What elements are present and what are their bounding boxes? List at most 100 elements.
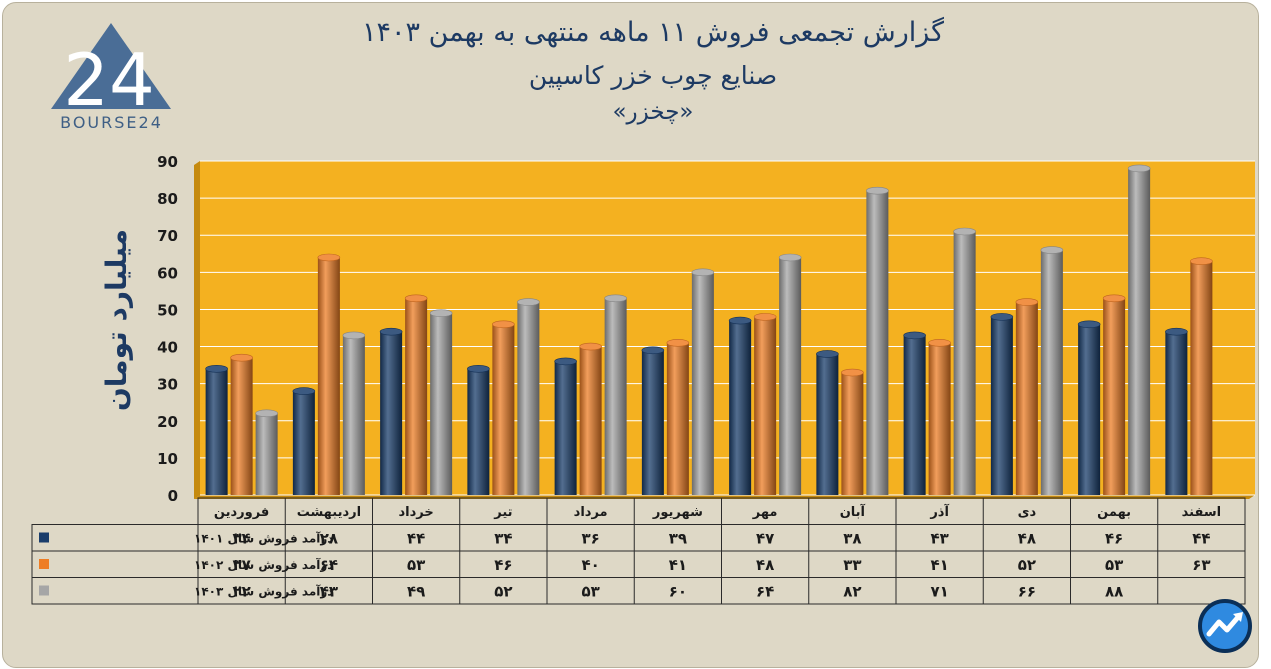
data-label: ۴۳: [320, 583, 338, 601]
data-label: ۶۰: [669, 583, 687, 601]
bar-cap: [728, 316, 752, 325]
bar: [604, 298, 627, 495]
bar-cap: [1015, 298, 1039, 306]
bar: [990, 316, 1013, 495]
bar-cap: [342, 331, 366, 340]
bar: [729, 320, 752, 495]
y-tick-label: 10: [157, 450, 178, 468]
bar: [467, 368, 490, 495]
x-tick-label: اردیبهشت: [297, 505, 361, 520]
logo-text: BOURSE24: [60, 113, 163, 132]
y-tick-label: 0: [168, 487, 178, 505]
x-tick-label: اسفند: [1182, 505, 1221, 520]
bar-cap: [429, 309, 453, 317]
bar-cap: [753, 313, 777, 321]
bar-cap: [517, 298, 540, 306]
bar: [430, 313, 453, 495]
x-tick-label: مرداد: [574, 505, 608, 520]
data-label: ۴۴: [407, 530, 425, 548]
data-label: ۳۴: [494, 530, 512, 548]
bar-cap: [1165, 327, 1188, 336]
data-label: ۳۹: [669, 530, 687, 548]
bar: [928, 342, 951, 495]
bar: [292, 391, 315, 495]
data-label: ۴۱: [669, 556, 687, 574]
data-label: ۳۴: [232, 530, 250, 548]
data-label: ۴۴: [1192, 530, 1210, 548]
bar-cap: [816, 350, 839, 358]
legend-entry: درآمد فروش سال ۱۴۰۳: [194, 584, 333, 600]
plot-side-wall: [194, 161, 200, 499]
bar-cap: [255, 409, 278, 418]
bar: [1190, 261, 1213, 495]
y-tick-label: 40: [157, 339, 178, 357]
bar: [666, 342, 689, 495]
bar-cap: [641, 346, 665, 355]
data-label: ۴۱: [930, 556, 948, 574]
bar-cap: [866, 186, 889, 195]
legend-entry: درآمد فروش سال ۱۴۰۱: [194, 531, 333, 547]
bar: [492, 324, 515, 495]
bar: [1165, 331, 1188, 495]
x-tick-label: شهریور: [652, 505, 703, 520]
bar: [579, 346, 602, 495]
bar: [517, 302, 540, 495]
y-tick-label: 80: [157, 190, 178, 208]
bar: [380, 331, 403, 495]
data-label: ۶۳: [1192, 556, 1210, 574]
bar: [779, 257, 802, 495]
x-tick-label: مهر: [752, 505, 778, 520]
y-tick-label: 90: [157, 153, 178, 171]
bar-cap: [379, 327, 403, 336]
data-label: ۴۳: [930, 530, 948, 548]
data-label: ۵۳: [1105, 556, 1123, 574]
chart-ticker: «چخزر»: [612, 99, 694, 125]
bar: [1015, 302, 1038, 495]
bar-cap: [292, 387, 316, 395]
data-label: ۷۱: [930, 583, 948, 601]
bar: [405, 298, 428, 495]
x-tick-label: تیر: [493, 505, 512, 520]
bar-cap: [953, 227, 976, 236]
bar: [554, 361, 577, 495]
legend-swatch: [39, 585, 49, 596]
bar: [1078, 324, 1101, 495]
data-label: ۳۸: [843, 530, 861, 548]
bar: [1103, 298, 1126, 495]
bar-cap: [230, 353, 253, 362]
chart-subtitle: صنایع چوب خزر کاسپین: [528, 61, 778, 90]
bar-cap: [841, 368, 864, 377]
bar: [255, 413, 278, 495]
bar-cap: [579, 342, 602, 351]
bar-cap: [554, 357, 577, 366]
bar: [317, 257, 340, 495]
legend-entry: درآمد فروش سال ۱۴۰۲: [194, 557, 333, 573]
x-tick-label: آبان: [840, 503, 866, 520]
data-label: ۴۶: [494, 556, 512, 574]
bar: [342, 335, 365, 495]
data-label: ۳۶: [581, 530, 599, 548]
bar: [953, 231, 976, 495]
bar-cap: [778, 253, 802, 262]
data-label: ۴۶: [1105, 530, 1123, 548]
data-label: ۸۲: [843, 583, 861, 601]
y-tick-label: 30: [157, 376, 178, 394]
bar: [754, 316, 777, 495]
bar-cap: [205, 365, 228, 373]
chart-title: گزارش تجمعی فروش ۱۱ ماهه منتهی به بهمن ۱…: [361, 17, 945, 48]
legend-swatch: [39, 559, 49, 569]
data-label: ۶۶: [1018, 583, 1036, 601]
bar-cap: [990, 313, 1014, 321]
data-label: ۴۰: [581, 556, 599, 574]
x-tick-label: خرداد: [398, 505, 433, 520]
bar: [903, 335, 926, 495]
bar-cap: [903, 331, 926, 340]
trend-icon: [1198, 599, 1252, 653]
bar-cap: [317, 253, 341, 262]
data-label: ۳۷: [232, 556, 250, 574]
bar: [230, 357, 253, 495]
data-label: ۴۸: [756, 556, 774, 574]
bar: [816, 353, 839, 495]
x-tick-label: آذر: [929, 503, 949, 520]
data-label: ۳۳: [843, 556, 861, 574]
